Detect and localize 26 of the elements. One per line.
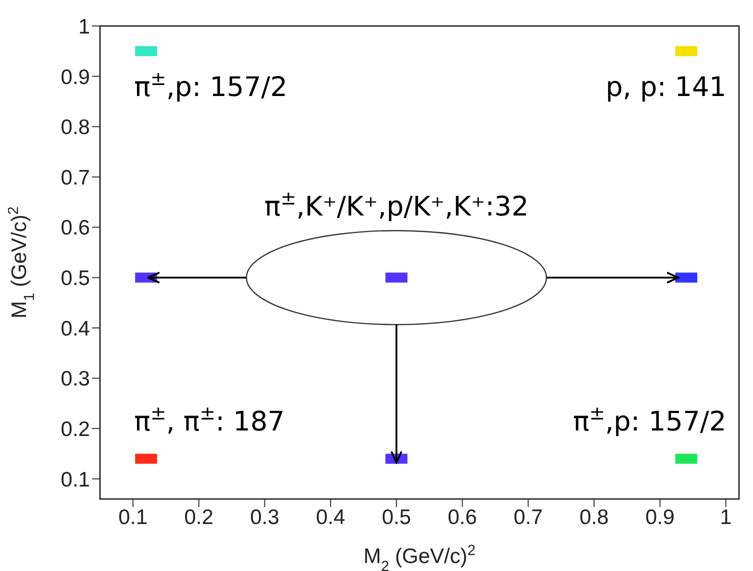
- x-tick-label: 0.4: [316, 506, 346, 529]
- y-tick-label: 0.7: [60, 166, 90, 190]
- x-tick-label: 0.3: [250, 506, 280, 529]
- x-tick-label: 0.9: [645, 506, 675, 529]
- y-tick-label: 0.6: [60, 216, 90, 240]
- x-tick-label: 0.6: [448, 506, 477, 529]
- y-tick-label: 1: [78, 15, 90, 38]
- x-tick-label: 1: [720, 506, 732, 529]
- annotation: p, p: 141: [606, 72, 726, 104]
- annotation: π$^{±}$, π$^{±}$: 187: [134, 402, 285, 438]
- y-tick-label: 0.1: [60, 468, 90, 492]
- x-tick-label: 0.5: [382, 506, 412, 529]
- x-tick-label: 0.8: [579, 506, 609, 529]
- x-axis-title: M$_{2}$ (GeV/c)$^{2}$: [363, 543, 476, 571]
- x-tick-label: 0.7: [514, 506, 543, 529]
- y-tick-label: 0.5: [60, 267, 90, 290]
- x-tick-label: 0.2: [184, 506, 214, 529]
- annotation: π$^{±}$,p: 157/2: [134, 68, 288, 104]
- y-tick-label: 0.8: [60, 116, 90, 140]
- annotation: π$^{±}$,p: 157/2: [572, 402, 726, 438]
- x-tick-label: 0.1: [118, 506, 148, 529]
- y-tick-label: 0.9: [60, 66, 90, 89]
- y-tick-label: 0.3: [60, 368, 90, 391]
- y-tick-label: 0.4: [60, 317, 90, 340]
- annotation: π$^{±}$,K⁺/K⁺,p/K⁺,K⁺:32: [264, 188, 529, 223]
- y-tick-label: 0.2: [60, 418, 90, 442]
